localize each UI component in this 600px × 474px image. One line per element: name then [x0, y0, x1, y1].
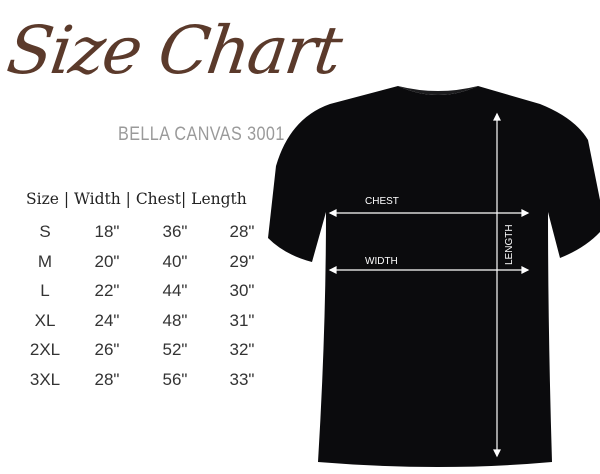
table-row: 3XL 28" 56" 33": [0, 370, 290, 398]
chest-cell: 40": [162, 251, 188, 271]
chest-cell: 44": [162, 281, 188, 300]
length-cell: 30": [229, 281, 255, 300]
size-cell: 3XL: [29, 369, 61, 389]
chest-label: CHEST: [365, 196, 399, 207]
brand-model-subtitle: BELLA CANVAS 3001: [118, 124, 285, 145]
size-cell: 2XL: [29, 340, 61, 359]
width-cell: 20": [94, 251, 120, 271]
table-row: M 20" 40" 29": [0, 252, 290, 280]
chest-cell: 56": [162, 369, 188, 389]
tshirt-shape: [268, 86, 600, 467]
length-cell: 31": [229, 310, 255, 330]
length-cell: 33": [229, 369, 255, 389]
chest-cell: 52": [162, 340, 188, 359]
table-header: Size | Width | Chest| Length: [26, 190, 247, 208]
table-row: XL 24" 48" 31": [0, 311, 290, 339]
size-cell: S: [39, 222, 51, 241]
width-cell: 24": [94, 310, 120, 330]
width-cell: 28": [94, 369, 120, 389]
width-cell: 26": [94, 340, 120, 359]
width-cell: 22": [94, 281, 120, 300]
length-cell: 28": [229, 222, 255, 241]
chest-cell: 36": [162, 222, 188, 241]
length-label: LENGTH: [504, 224, 515, 265]
size-cell: XL: [34, 310, 56, 330]
length-cell: 29": [229, 251, 255, 271]
table-row: S 18" 36" 28": [0, 222, 290, 250]
width-label: WIDTH: [365, 256, 398, 267]
table-row: 2XL 26" 52" 32": [0, 340, 290, 368]
size-cell: L: [40, 281, 50, 300]
width-cell: 18": [94, 222, 120, 241]
chest-cell: 48": [162, 310, 188, 330]
table-row: L 22" 44" 30": [0, 281, 290, 309]
size-cell: M: [37, 251, 53, 271]
length-cell: 32": [229, 340, 255, 359]
